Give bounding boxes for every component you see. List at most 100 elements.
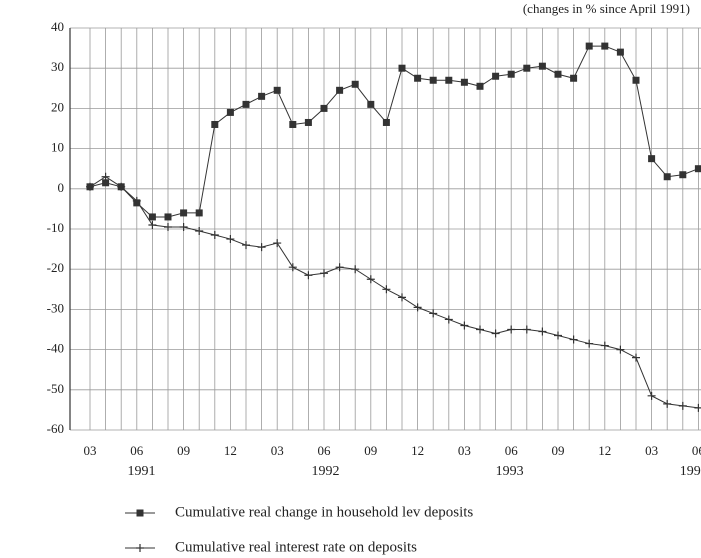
- point: [632, 76, 640, 84]
- legend-label: Cumulative real interest rate on deposit…: [175, 539, 417, 555]
- point: [136, 509, 144, 517]
- x-tick-label: 12: [411, 443, 424, 458]
- x-tick-label: 06: [505, 443, 519, 458]
- point: [164, 222, 172, 231]
- y-tick-label: -10: [47, 220, 64, 235]
- y-tick-label: -30: [47, 300, 64, 315]
- point: [429, 76, 437, 84]
- point: [136, 544, 144, 552]
- x-tick-label: 09: [552, 443, 565, 458]
- point: [616, 48, 624, 56]
- y-tick-label: 0: [58, 180, 65, 195]
- point: [242, 241, 250, 250]
- point: [289, 120, 297, 128]
- point: [195, 209, 203, 217]
- point: [492, 72, 500, 80]
- point: [569, 335, 578, 344]
- year-label: 1994: [680, 464, 701, 479]
- point: [320, 104, 328, 112]
- y-tick-label: -60: [47, 421, 64, 436]
- point: [86, 182, 94, 191]
- point: [429, 309, 438, 318]
- point: [585, 339, 594, 348]
- point: [538, 62, 546, 70]
- point: [445, 76, 453, 84]
- chart-subtitle: (changes in % since April 1991): [523, 1, 690, 16]
- x-tick-label: 03: [458, 443, 471, 458]
- point: [554, 70, 562, 78]
- point: [398, 293, 406, 302]
- point: [273, 239, 282, 248]
- x-tick-label: 03: [645, 443, 658, 458]
- point: [678, 401, 687, 410]
- point: [523, 64, 531, 72]
- point: [226, 108, 234, 116]
- point: [413, 303, 422, 312]
- y-tick-label: 20: [51, 99, 64, 114]
- point: [101, 172, 110, 181]
- point: [538, 327, 547, 336]
- series-line: [89, 45, 699, 218]
- y-tick-label: -20: [47, 260, 64, 275]
- point: [148, 220, 157, 229]
- x-tick-label: 12: [598, 443, 611, 458]
- legend-label: Cumulative real change in household lev …: [175, 504, 473, 520]
- series-line: [89, 176, 699, 409]
- point: [507, 70, 515, 78]
- point: [164, 213, 172, 221]
- point: [601, 42, 609, 50]
- point: [336, 86, 344, 94]
- point: [367, 100, 375, 108]
- x-tick-label: 03: [271, 443, 284, 458]
- y-tick-label: -50: [47, 381, 64, 396]
- point: [304, 271, 313, 280]
- point: [382, 285, 391, 294]
- point: [117, 182, 126, 191]
- point: [132, 196, 141, 205]
- y-tick-label: 10: [51, 140, 64, 155]
- point: [632, 353, 640, 362]
- point: [522, 325, 531, 334]
- point: [335, 263, 344, 272]
- point: [554, 331, 562, 340]
- point: [320, 269, 328, 278]
- point: [288, 263, 297, 272]
- point: [398, 64, 406, 72]
- y-tick-label: 40: [51, 19, 64, 34]
- point: [180, 209, 188, 217]
- point: [210, 231, 219, 240]
- point: [304, 118, 312, 126]
- point: [460, 78, 468, 86]
- point: [351, 80, 359, 88]
- point: [102, 179, 110, 187]
- point: [366, 275, 375, 284]
- point: [616, 345, 625, 354]
- point: [179, 222, 188, 231]
- point: [663, 173, 671, 181]
- point: [476, 82, 484, 90]
- x-tick-label: 06: [318, 443, 332, 458]
- x-tick-label: 12: [224, 443, 237, 458]
- point: [476, 325, 484, 334]
- point: [694, 403, 701, 412]
- point: [444, 315, 453, 324]
- x-tick-label: 03: [84, 443, 97, 458]
- point: [273, 86, 281, 94]
- point: [647, 391, 656, 400]
- point: [585, 42, 593, 50]
- point: [663, 399, 672, 408]
- point: [679, 171, 687, 179]
- point: [460, 321, 469, 330]
- x-tick-label: 06: [130, 443, 144, 458]
- point: [351, 265, 360, 274]
- point: [507, 325, 516, 334]
- point: [414, 74, 422, 82]
- y-tick-label: -40: [47, 341, 64, 356]
- point: [491, 329, 500, 338]
- x-tick-label: 09: [364, 443, 377, 458]
- x-tick-label: 09: [177, 443, 190, 458]
- year-label: 1992: [312, 464, 340, 479]
- point: [570, 74, 578, 82]
- y-tick-label: 30: [51, 59, 64, 74]
- point: [242, 100, 250, 108]
